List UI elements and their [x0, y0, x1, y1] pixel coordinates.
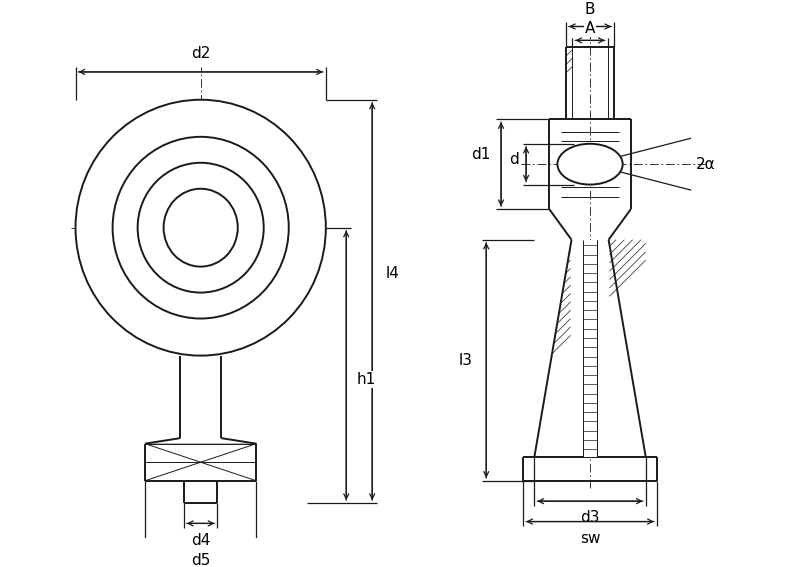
Ellipse shape: [75, 100, 326, 356]
Text: d1: d1: [471, 147, 490, 162]
Text: sw: sw: [580, 531, 600, 546]
Text: d5: d5: [191, 553, 210, 567]
Ellipse shape: [558, 144, 622, 185]
Text: d4: d4: [191, 532, 210, 548]
Text: h1: h1: [357, 372, 376, 387]
Text: d3: d3: [580, 510, 600, 526]
Text: d: d: [509, 152, 519, 167]
Bar: [582, 240, 598, 456]
Text: 2α: 2α: [696, 156, 715, 172]
Text: B: B: [585, 2, 595, 18]
Text: A: A: [585, 21, 595, 36]
Text: l4: l4: [386, 266, 399, 281]
Ellipse shape: [163, 189, 238, 266]
Text: l3: l3: [459, 353, 473, 368]
Polygon shape: [145, 356, 256, 444]
Text: d2: d2: [191, 46, 210, 61]
